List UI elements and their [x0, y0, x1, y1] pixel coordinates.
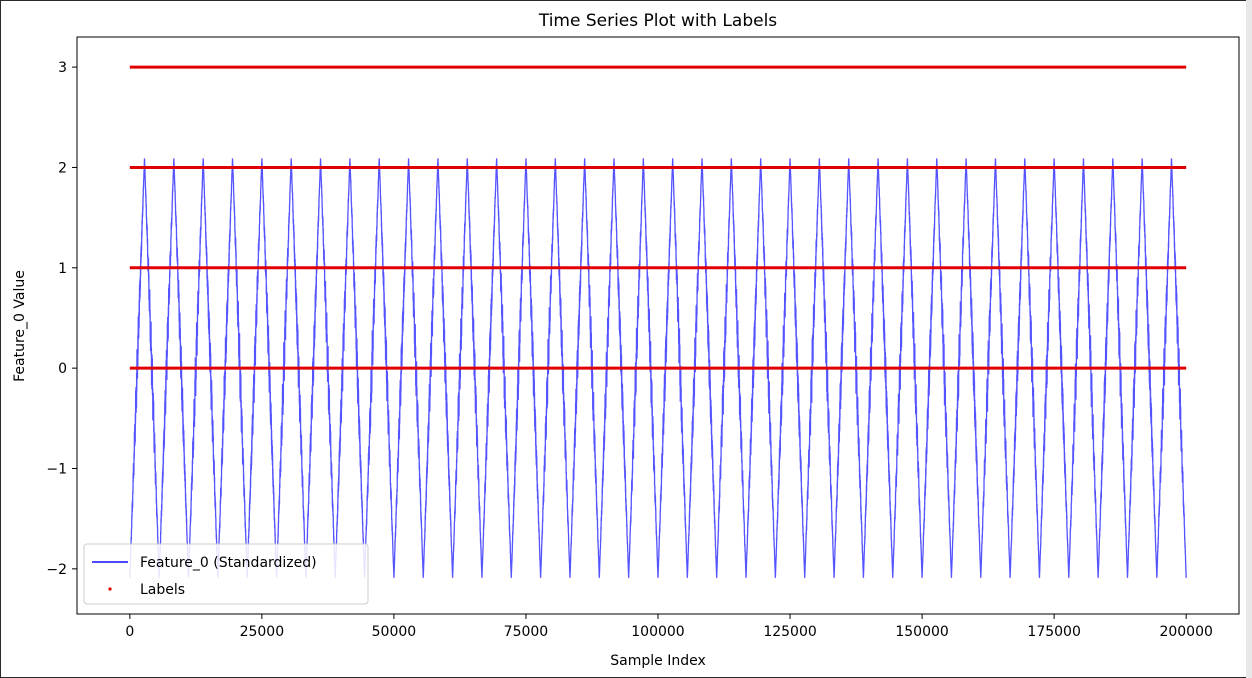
- x-tick-label: 100000: [631, 624, 684, 640]
- axis-ticks: 0 25000 50000 75000 100000 125000 150000 175000…: [46, 60, 1213, 640]
- y-tick-label: −1: [46, 461, 67, 477]
- x-tick-label: 75000: [504, 624, 549, 640]
- scrollbar-track[interactable]: [1246, 0, 1252, 678]
- y-tick-label: 0: [58, 361, 67, 377]
- y-tick-label: 2: [58, 160, 67, 176]
- legend-label-labels: Labels: [140, 582, 185, 598]
- x-tick-label: 175000: [1027, 624, 1080, 640]
- x-tick-label: 50000: [372, 624, 417, 640]
- legend-box: [83, 543, 369, 605]
- legend: Feature_0 (Standardized) Labels: [83, 543, 369, 605]
- plot-area: [129, 65, 1187, 578]
- y-axis-label: Feature_0 Value: [12, 270, 28, 382]
- x-tick-label: 200000: [1159, 624, 1212, 640]
- x-axis-label: Sample Index: [610, 653, 705, 669]
- y-tick-label: −2: [46, 562, 67, 578]
- x-tick-label: 125000: [763, 624, 816, 640]
- x-tick-label: 0: [125, 624, 134, 640]
- x-tick-label: 25000: [240, 624, 285, 640]
- y-tick-label: 1: [58, 261, 67, 277]
- x-tick-label: 150000: [895, 624, 948, 640]
- y-tick-label: 3: [58, 60, 67, 76]
- axes-frame: [76, 36, 1240, 615]
- legend-label-feature: Feature_0 (Standardized): [140, 555, 317, 571]
- legend-dot-swatch: [108, 587, 112, 591]
- chart-title: Time Series Plot with Labels: [538, 11, 777, 31]
